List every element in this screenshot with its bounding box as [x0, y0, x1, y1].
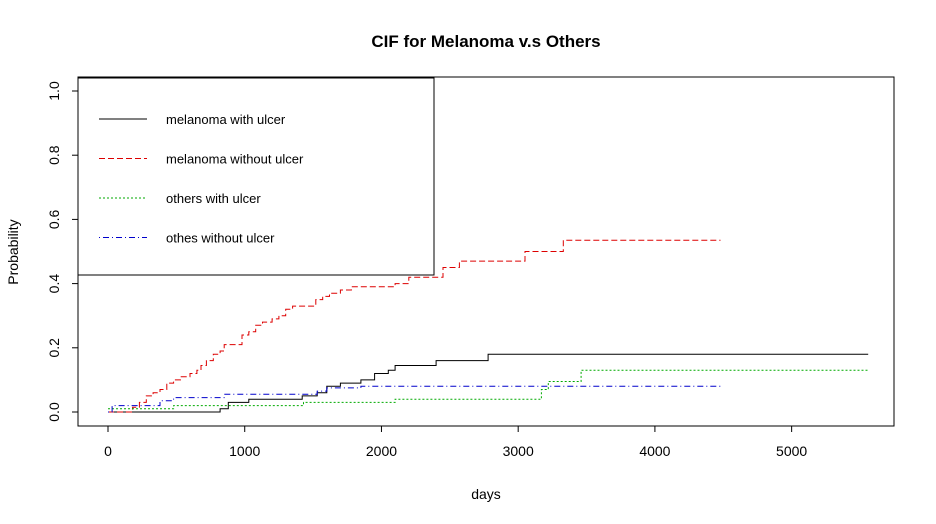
legend-label: melanoma without ulcer [166, 152, 304, 167]
series-line-2 [108, 239, 721, 413]
legend: melanoma with ulcer melanoma without ulce… [77, 77, 435, 276]
y-axis-label: Probability [5, 219, 21, 284]
x-tick-label: 5000 [776, 443, 807, 459]
series-line-3 [108, 369, 869, 410]
y-tick-label: 1.0 [46, 81, 62, 101]
series-layer [108, 239, 869, 413]
y-axis: 0.0 0.2 0.4 0.6 0.8 1.0 [46, 81, 79, 422]
x-axis: 0 1000 2000 3000 4000 5000 [104, 425, 807, 459]
legend-label: othes without ulcer [166, 231, 275, 246]
chart-title: CIF for Melanoma v.s Others [371, 32, 600, 51]
y-tick-label: 0.0 [46, 402, 62, 422]
y-tick-label: 0.8 [46, 145, 62, 165]
x-tick-label: 4000 [639, 443, 670, 459]
x-tick-label: 1000 [229, 443, 260, 459]
y-tick-label: 0.2 [46, 338, 62, 358]
x-tick-label: 0 [104, 443, 112, 459]
x-tick-label: 2000 [366, 443, 397, 459]
series-line-4 [108, 385, 721, 413]
y-tick-label: 0.4 [46, 274, 62, 294]
series-line-1 [108, 353, 869, 413]
legend-label: others with ulcer [166, 191, 261, 206]
x-axis-label: days [471, 486, 501, 502]
x-tick-label: 3000 [503, 443, 534, 459]
legend-label: melanoma with ulcer [166, 112, 286, 127]
legend-box [77, 77, 435, 276]
y-tick-label: 0.6 [46, 209, 62, 229]
